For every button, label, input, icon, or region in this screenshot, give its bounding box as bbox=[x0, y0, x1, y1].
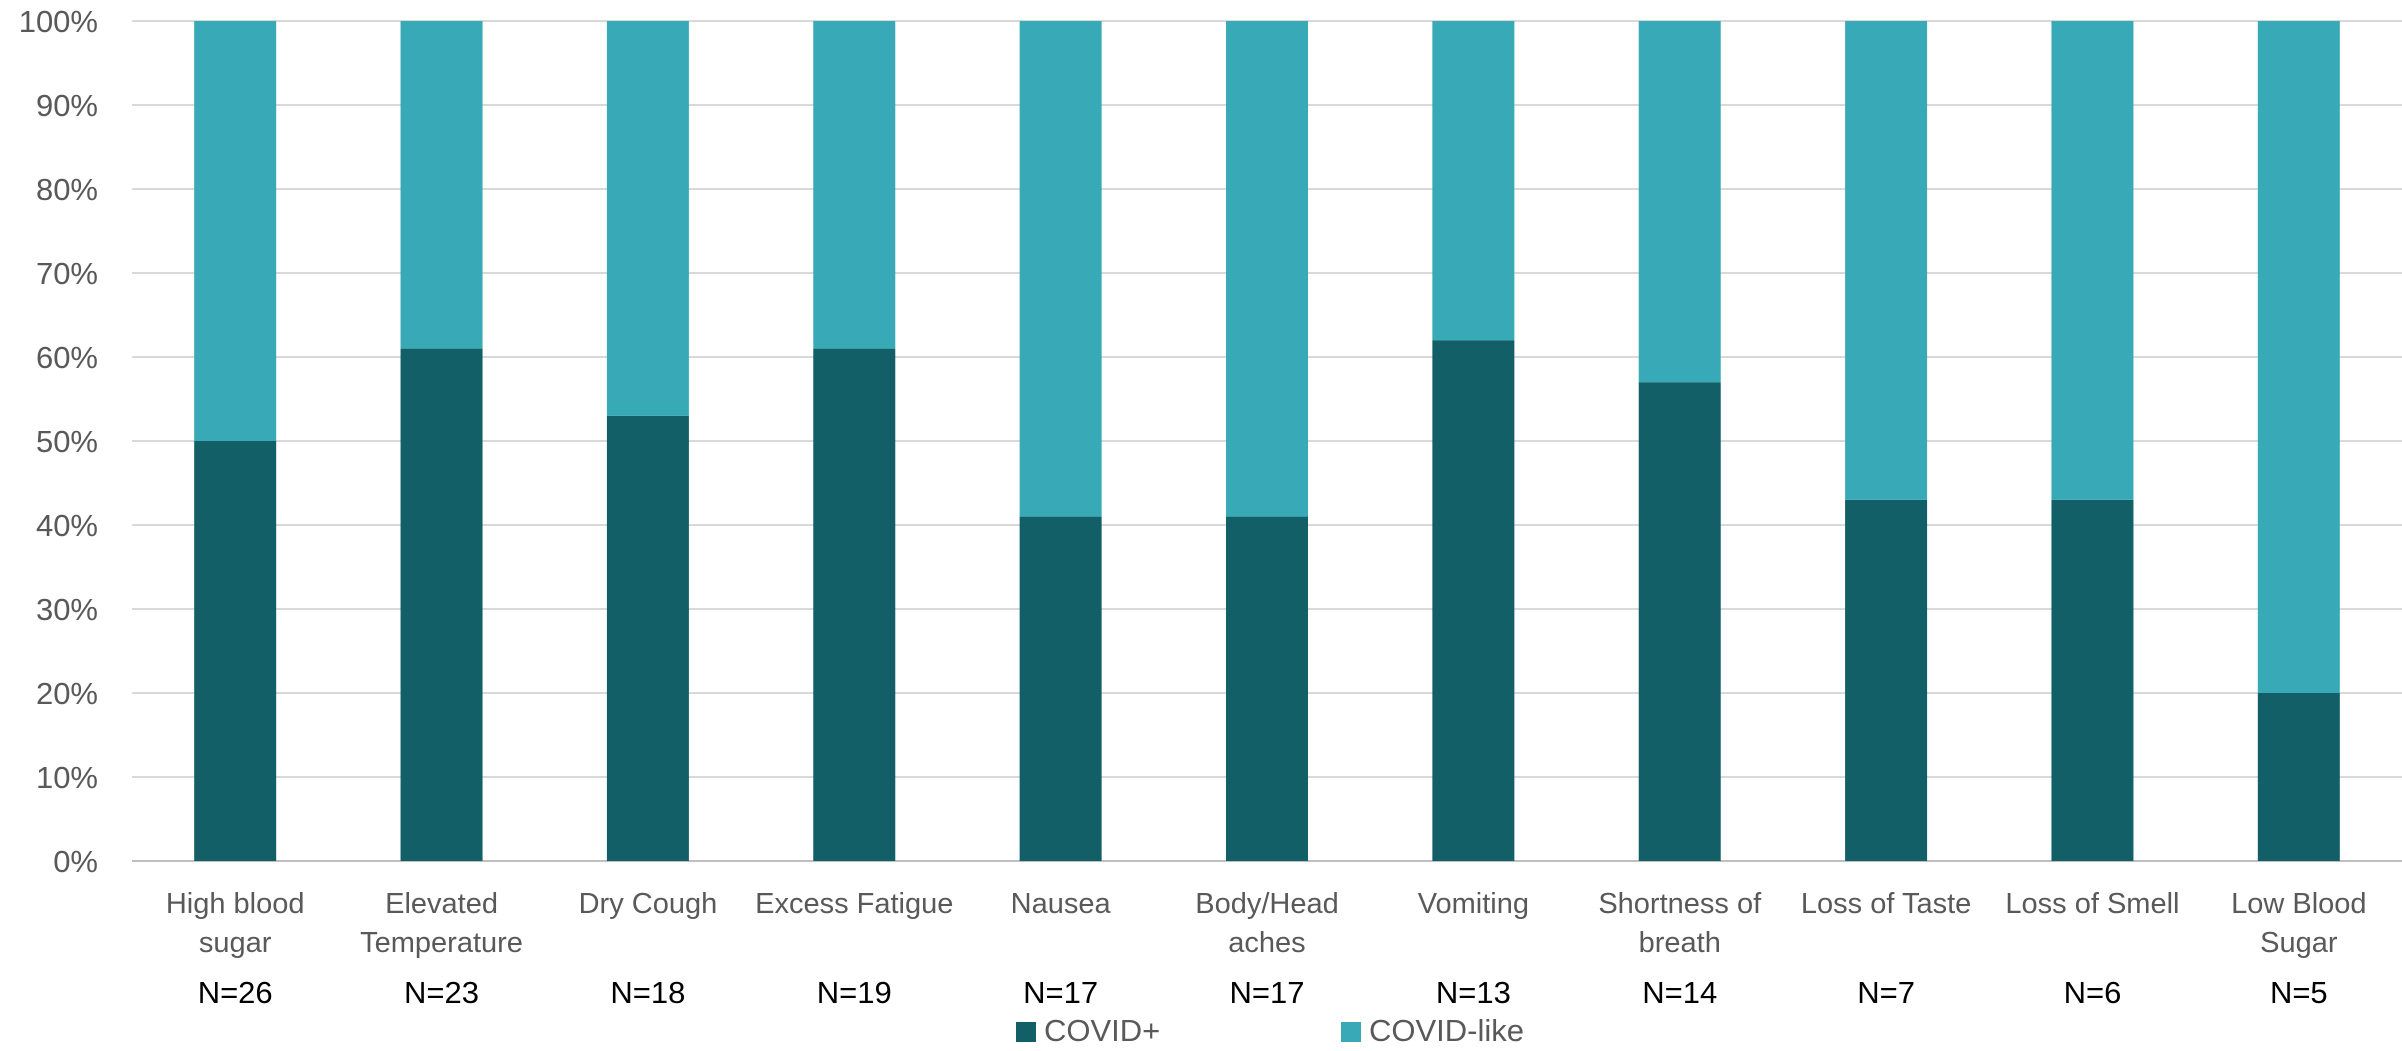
n-label: N=19 bbox=[817, 975, 892, 1010]
legend: COVID+ COVID-like bbox=[1016, 1013, 1524, 1048]
x-tick-label: Shortness of breath bbox=[1598, 888, 1762, 959]
bar-covid-like bbox=[1019, 21, 1102, 517]
x-tick-label: Low Blood Sugar bbox=[2231, 888, 2366, 959]
y-tick-label: 40% bbox=[36, 508, 98, 543]
legend-swatch-covid-like bbox=[1341, 1022, 1361, 1042]
n-label: N=17 bbox=[1230, 975, 1305, 1010]
n-label: N=7 bbox=[1857, 975, 1915, 1010]
n-label: N=14 bbox=[1642, 975, 1717, 1010]
n-label: N=23 bbox=[404, 975, 479, 1010]
bar-covid-like bbox=[606, 21, 689, 416]
bar-covid-positive bbox=[1845, 499, 1928, 861]
bar-covid-positive bbox=[194, 441, 277, 861]
n-label: N=13 bbox=[1436, 975, 1511, 1010]
x-axis-labels: High blood sugar Elevated Temperature Dry Co… bbox=[166, 888, 2367, 959]
y-tick-label: 50% bbox=[36, 424, 98, 459]
bar-covid-positive bbox=[606, 415, 689, 861]
x-tick-label: Body/Head aches bbox=[1195, 888, 1339, 959]
y-tick-label: 30% bbox=[36, 592, 98, 627]
bar-covid-positive bbox=[1226, 516, 1308, 861]
bar-covid-like bbox=[2051, 21, 2134, 500]
y-tick-label: 70% bbox=[36, 256, 98, 291]
n-label: N=26 bbox=[198, 975, 273, 1010]
bar-covid-like bbox=[1226, 21, 1308, 517]
bar-covid-positive bbox=[1432, 340, 1515, 861]
x-tick-label: Excess Fatigue bbox=[755, 888, 953, 920]
bar-covid-like bbox=[1638, 21, 1721, 383]
x-tick-label: Vomiting bbox=[1418, 888, 1529, 920]
n-label: N=18 bbox=[610, 975, 685, 1010]
n-labels: N=26 N=23 N=18 N=19 N=17 N=17 N=13 N=14 N=7 N=6 N=… bbox=[198, 975, 2328, 1010]
bar-covid-like bbox=[813, 21, 896, 349]
bar-covid-like bbox=[194, 21, 277, 441]
bar-covid-like bbox=[400, 21, 483, 349]
bar-covid-positive bbox=[813, 348, 896, 862]
bar-covid-like bbox=[2257, 21, 2340, 693]
x-tick-label: Dry Cough bbox=[579, 888, 718, 920]
y-tick-label: 90% bbox=[36, 88, 98, 123]
n-label: N=6 bbox=[2064, 975, 2122, 1010]
bar-covid-like bbox=[1845, 21, 1928, 500]
x-tick-label: High blood sugar bbox=[166, 888, 305, 959]
x-tick-label: Elevated Temperature bbox=[360, 888, 523, 959]
bar-covid-positive bbox=[2051, 499, 2134, 861]
n-label: N=5 bbox=[2270, 975, 2328, 1010]
bars bbox=[194, 21, 2340, 862]
n-label: N=17 bbox=[1023, 975, 1098, 1010]
y-tick-label: 20% bbox=[36, 676, 98, 711]
bar-covid-positive bbox=[400, 348, 483, 862]
legend-label-covid-positive: COVID+ bbox=[1044, 1013, 1160, 1046]
y-tick-label: 60% bbox=[36, 340, 98, 375]
x-tick-label: Loss of Smell bbox=[2005, 888, 2179, 920]
y-axis-ticks: 0% 10% 20% 30% 40% 50% 60% 70% 80% 90% 100% bbox=[19, 4, 98, 879]
y-tick-label: 0% bbox=[53, 844, 98, 879]
bar-covid-positive bbox=[2257, 693, 2340, 861]
bar-covid-like bbox=[1432, 21, 1515, 341]
bar-covid-positive bbox=[1638, 382, 1721, 861]
y-tick-label: 10% bbox=[36, 760, 98, 795]
legend-swatch-covid-positive bbox=[1016, 1022, 1036, 1042]
legend-label-covid-like: COVID-like bbox=[1369, 1013, 1524, 1046]
bar-covid-positive bbox=[1019, 516, 1102, 861]
x-tick-label: Loss of Taste bbox=[1801, 888, 1971, 920]
x-tick-label: Nausea bbox=[1011, 888, 1112, 920]
y-tick-label: 100% bbox=[19, 4, 98, 39]
y-tick-label: 80% bbox=[36, 172, 98, 207]
